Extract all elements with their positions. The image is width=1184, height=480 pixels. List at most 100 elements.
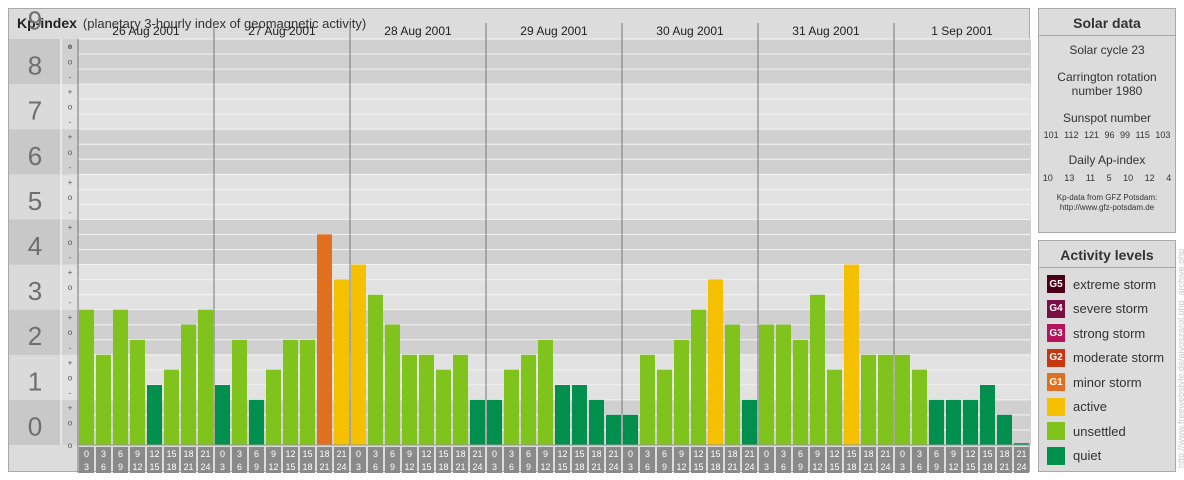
- y-axis-cell-0: [9, 399, 61, 445]
- time-slot-start: 18: [999, 449, 1009, 459]
- time-slot-cell: [657, 447, 672, 473]
- time-slot-start: 18: [183, 449, 193, 459]
- time-slot-end: 24: [1016, 462, 1026, 472]
- time-slot-cell: [674, 447, 689, 473]
- time-slot-cell: [266, 447, 281, 473]
- time-slot-end: 15: [149, 462, 159, 472]
- time-slot-end: 21: [999, 462, 1009, 472]
- day-label: 29 Aug 2001: [520, 24, 588, 38]
- time-slot-end: 3: [628, 462, 633, 472]
- time-slot-cell: [844, 447, 859, 473]
- data-credit-line1: Kp-data from GFZ Potsdam:: [1056, 193, 1158, 202]
- day-label: 1 Sep 2001: [931, 24, 993, 38]
- time-slot-start: 6: [798, 449, 803, 459]
- legend-item: G4 severe storm: [1047, 299, 1148, 319]
- kp-bar: [963, 399, 978, 445]
- time-slot-cell: [861, 447, 876, 473]
- time-slot-cell: [912, 447, 927, 473]
- kp-bar: [164, 369, 179, 445]
- kp-bar: [385, 324, 400, 445]
- time-slot-cell: [470, 447, 485, 473]
- time-slot-end: 18: [438, 462, 448, 472]
- kp-bar: [351, 264, 366, 445]
- legend-item: G2 moderate storm: [1047, 348, 1164, 368]
- time-slot-end: 3: [356, 462, 361, 472]
- legend-swatch: G5: [1047, 275, 1065, 293]
- kp-bar: [232, 339, 247, 445]
- kp-bar: [776, 324, 791, 445]
- time-slot-cell: [929, 447, 944, 473]
- time-slot-end: 6: [645, 462, 650, 472]
- time-slot-end: 3: [220, 462, 225, 472]
- time-slot-cell: [130, 447, 145, 473]
- time-slot-start: 9: [135, 449, 140, 459]
- time-slot-end: 21: [183, 462, 193, 472]
- y-subtick-label: +: [68, 133, 73, 142]
- time-slot-end: 12: [268, 462, 278, 472]
- time-slot-start: 0: [84, 449, 89, 459]
- y-tick-label: 0: [28, 411, 42, 441]
- chart-subtitle: (planetary 3-hourly index of geomagnetic…: [82, 16, 367, 31]
- y-subtick-label: -: [69, 388, 72, 397]
- y-axis-cell-5: [9, 174, 61, 220]
- kp-bar: [487, 399, 502, 445]
- legend-label: minor storm: [1073, 374, 1142, 390]
- time-slot-cell: [402, 447, 417, 473]
- time-slot-start: 18: [863, 449, 873, 459]
- kp-bar: [657, 369, 672, 445]
- time-slot-end: 21: [727, 462, 737, 472]
- kp-bar: [708, 279, 723, 445]
- kp-band-3: [9, 264, 1031, 310]
- time-slot-start: 9: [815, 449, 820, 459]
- y-axis-cell-3: [9, 264, 61, 310]
- legend-item: quiet: [1047, 446, 1101, 466]
- y-tick-label: 4: [28, 231, 42, 261]
- time-slot-start: 6: [526, 449, 531, 459]
- legend-label: severe storm: [1073, 301, 1149, 316]
- time-slot-end: 21: [863, 462, 873, 472]
- time-slot-end: 18: [710, 462, 720, 472]
- data-credit-link[interactable]: http://www.gfz-potsdam.de: [1059, 203, 1155, 212]
- time-slot-cell: [793, 447, 808, 473]
- time-slot-start: 9: [271, 449, 276, 459]
- sunspot-label: Sunspot number: [1062, 111, 1152, 125]
- chart-title-text: Kp-index: [17, 15, 77, 31]
- time-slot-cell: [487, 447, 502, 473]
- time-slot-cell: [963, 447, 978, 473]
- legend-swatch: [1047, 397, 1065, 416]
- kp-bar: [929, 399, 944, 445]
- time-slot-start: 12: [421, 449, 431, 459]
- time-slot-end: 9: [118, 462, 123, 472]
- time-slot-start: 3: [373, 449, 378, 459]
- time-slot-start: 0: [900, 449, 905, 459]
- kp-bar: [912, 369, 927, 445]
- time-slot-start: 0: [628, 449, 633, 459]
- time-slot-cell: [504, 447, 519, 473]
- legend-swatch: G1: [1047, 373, 1065, 391]
- y-tick-label: 7: [28, 96, 42, 126]
- kp-bar: [742, 399, 757, 445]
- y-subtick-label: -: [69, 118, 72, 127]
- legend-swatch: G4: [1047, 299, 1065, 318]
- solar-cycle: Solar cycle 23: [1069, 43, 1145, 57]
- time-slot-end: 15: [693, 462, 703, 472]
- kp-bar: [895, 354, 910, 445]
- time-slot-start: 21: [744, 449, 754, 459]
- kp-bar: [623, 414, 638, 445]
- time-slot-end: 18: [574, 462, 584, 472]
- time-slot-start: 18: [591, 449, 601, 459]
- kp-bar: [606, 414, 621, 445]
- time-slot-cell: [147, 447, 162, 473]
- time-slot-end: 3: [900, 462, 905, 472]
- time-slot-cell: [453, 447, 468, 473]
- y-subtick-label: -: [69, 73, 72, 82]
- time-slot-end: 9: [662, 462, 667, 472]
- kp-bar: [130, 339, 145, 445]
- time-slot-end: 12: [812, 462, 822, 472]
- y-axis-cell-2: [9, 309, 61, 355]
- time-slot-end: 3: [84, 462, 89, 472]
- time-slot-end: 12: [404, 462, 414, 472]
- legend-label: moderate storm: [1073, 350, 1165, 365]
- y-subtick-label: -: [69, 208, 72, 217]
- time-slot-end: 6: [781, 462, 786, 472]
